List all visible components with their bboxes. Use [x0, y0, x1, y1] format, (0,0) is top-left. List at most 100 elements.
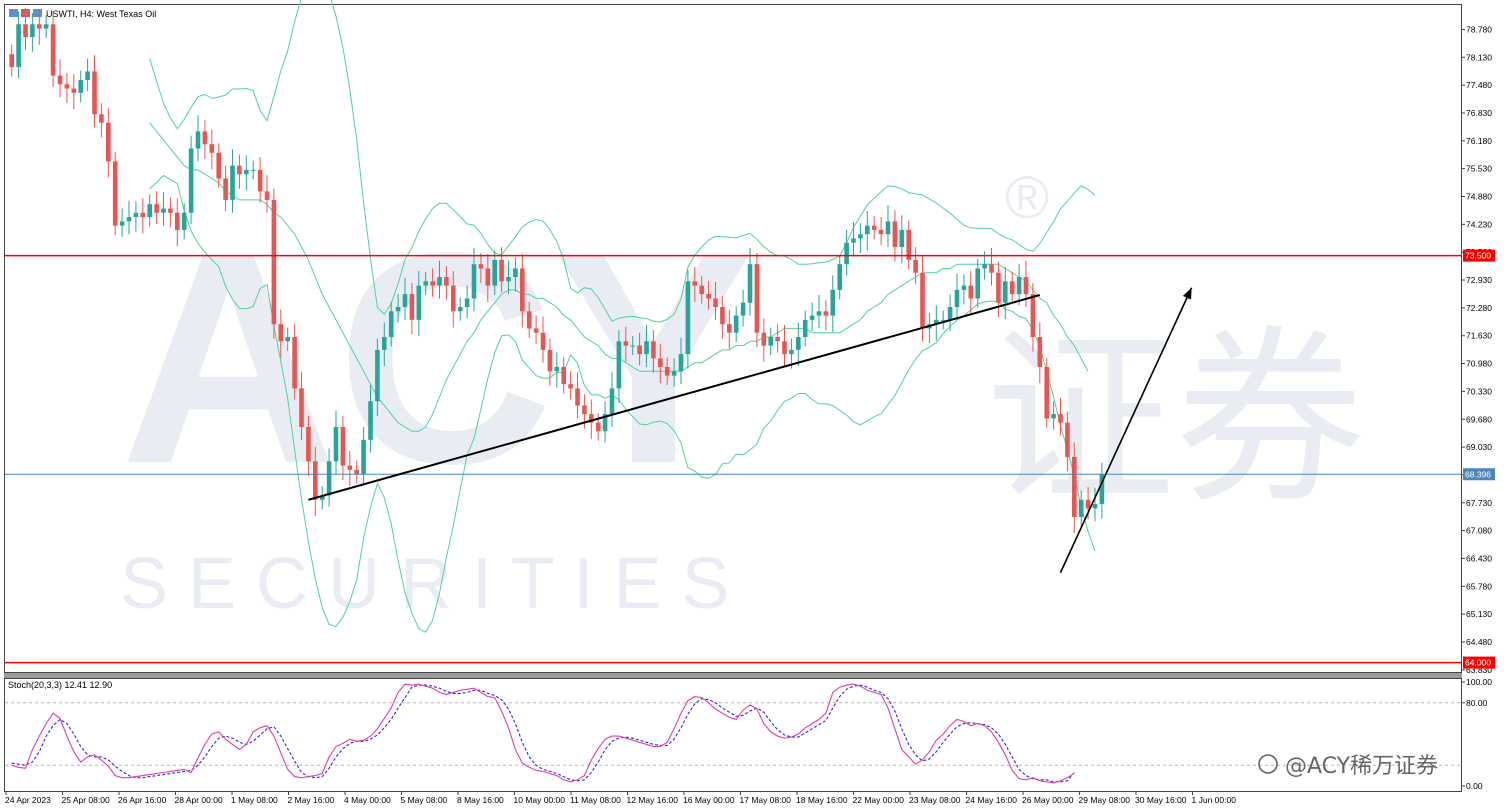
- band-upper-line: [149, 0, 1096, 323]
- window-title: USWTI, H4: West Texas Oil: [9, 9, 156, 19]
- pane-separator[interactable]: [4, 673, 1462, 678]
- candle: [92, 55, 97, 128]
- candle: [589, 399, 594, 439]
- candle: [692, 266, 698, 302]
- candle-body: [292, 337, 297, 389]
- candle-body: [230, 165, 235, 200]
- candle: [892, 210, 898, 262]
- candle: [119, 208, 125, 237]
- acy-watermark: ACY 证券 S E C U R I T I E S ®: [120, 164, 1365, 624]
- candle: [568, 371, 573, 400]
- candle: [844, 229, 849, 276]
- y-tick-label: 77.480: [1466, 80, 1492, 90]
- candle: [851, 222, 856, 256]
- candle: [658, 343, 663, 384]
- candle-body: [554, 366, 560, 372]
- candle-body: [30, 24, 35, 38]
- candle-body: [202, 131, 208, 145]
- candle-body: [430, 281, 435, 286]
- candle: [740, 289, 746, 327]
- stoch-title: Stoch(20,3,3) 12.41 12.90: [8, 680, 112, 690]
- candle-body: [154, 204, 159, 213]
- candle: [423, 271, 428, 296]
- candle: [513, 257, 518, 292]
- candle: [402, 277, 408, 320]
- candle: [375, 338, 380, 416]
- price-tag-bg: [1463, 249, 1495, 262]
- stoch-pane-border: [4, 678, 1462, 792]
- candle: [444, 265, 449, 301]
- candle-body: [250, 169, 256, 171]
- candle: [9, 44, 14, 77]
- candle-body: [285, 337, 290, 342]
- candle: [333, 410, 339, 475]
- y-tick-label: 66.430: [1466, 553, 1492, 563]
- candle: [554, 352, 560, 388]
- x-tick-label: 12 May 16:00: [627, 795, 679, 805]
- candle-body: [78, 79, 83, 93]
- candle: [975, 259, 980, 308]
- candle-body: [278, 324, 284, 342]
- x-tick-label: 8 May 16:00: [457, 795, 504, 805]
- candle: [906, 220, 911, 270]
- candle-body: [457, 307, 463, 312]
- candle: [181, 203, 187, 240]
- candle-body: [1044, 366, 1049, 419]
- candle-body: [126, 217, 132, 222]
- candle-body: [340, 426, 346, 466]
- candle-body: [64, 84, 70, 89]
- candle-body: [416, 285, 422, 320]
- candle-body: [313, 461, 318, 500]
- y-tick-label: 67.080: [1466, 526, 1492, 536]
- candle-body: [43, 24, 49, 29]
- candle: [319, 486, 325, 510]
- candle-body: [837, 264, 842, 290]
- candle-body: [816, 311, 822, 316]
- stoch-signal-line: [11, 684, 1075, 783]
- candle-body: [830, 289, 836, 316]
- candle: [133, 201, 139, 232]
- candle: [802, 310, 808, 347]
- price-tag: 68.396: [1463, 468, 1495, 481]
- candle: [761, 318, 767, 362]
- candle-body: [975, 268, 980, 299]
- candle-body: [844, 242, 849, 265]
- candle: [623, 326, 629, 362]
- candle: [533, 315, 539, 344]
- candle-body: [920, 272, 925, 329]
- support-trendline[interactable]: [308, 294, 1041, 501]
- candle: [520, 253, 525, 328]
- x-tick-label: 11 May 08:00: [570, 795, 621, 805]
- candle: [23, 7, 28, 50]
- candle: [354, 460, 359, 484]
- candle-body: [520, 268, 525, 312]
- candle-body: [471, 264, 477, 299]
- candle-body: [602, 414, 608, 432]
- candle-body: [264, 191, 270, 200]
- candle-body: [106, 122, 111, 162]
- candle: [264, 175, 270, 213]
- candle-body: [858, 234, 863, 239]
- candle: [609, 372, 615, 427]
- candle: [16, 11, 21, 79]
- candle: [457, 297, 463, 321]
- candle-body: [375, 349, 380, 402]
- price-tag-label: 73.500: [1465, 251, 1491, 261]
- candle: [257, 157, 263, 203]
- candle-body: [223, 178, 228, 200]
- candle: [50, 11, 56, 87]
- candle: [195, 115, 201, 162]
- candle-body: [982, 264, 987, 269]
- candle: [244, 155, 249, 191]
- candle: [616, 330, 622, 403]
- candle-body: [685, 281, 691, 355]
- candle: [823, 300, 829, 331]
- candle: [313, 446, 318, 517]
- projection-arrow[interactable]: [1059, 287, 1193, 573]
- candle-body: [865, 225, 870, 235]
- candle-body: [878, 229, 884, 235]
- candle-body: [175, 212, 180, 230]
- stoch-main-line: [11, 683, 1075, 784]
- x-tick-label: 22 May 00:00: [853, 795, 905, 805]
